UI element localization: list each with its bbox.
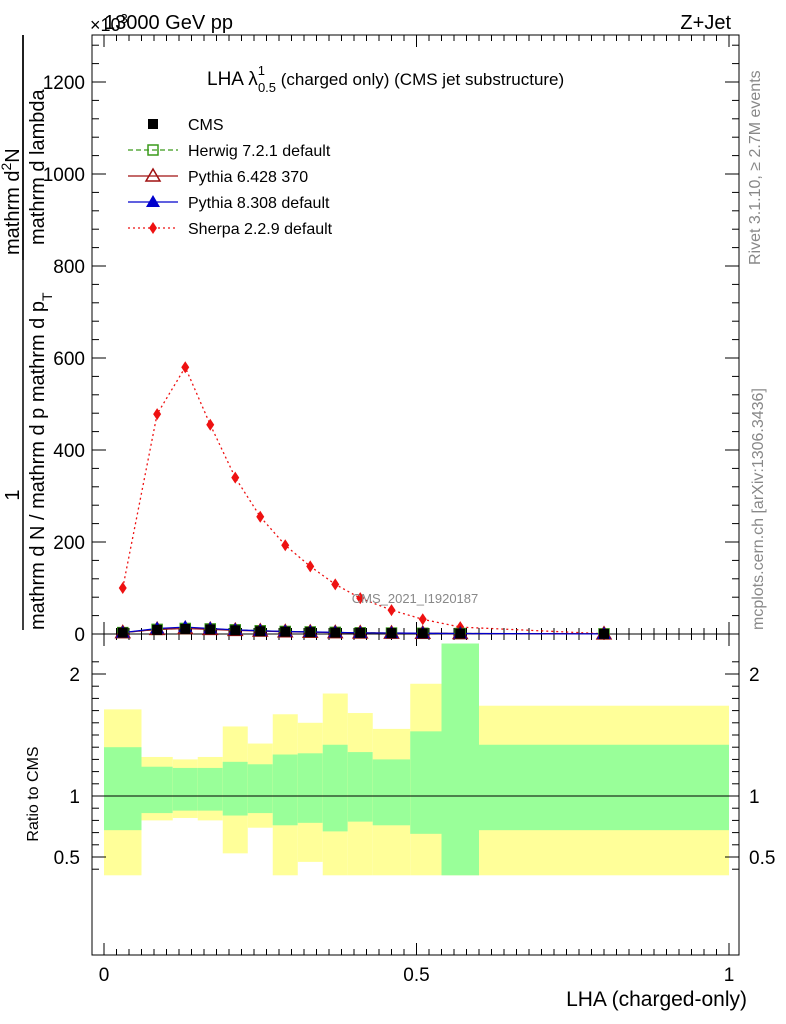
y-tick-label: 600 bbox=[53, 349, 85, 370]
ratio-y-tick-label-right: 0.5 bbox=[749, 848, 775, 869]
data-point bbox=[305, 627, 316, 638]
y-axis-label: 1 mathrm d N / mathrm d p mathrm d pT ma… bbox=[0, 35, 55, 630]
data-point bbox=[256, 510, 265, 523]
data-point bbox=[152, 624, 163, 635]
y-tick-label: 1000 bbox=[43, 165, 85, 186]
data-point bbox=[117, 627, 128, 638]
ratio-band-green bbox=[104, 747, 142, 831]
data-point bbox=[356, 592, 365, 605]
ratio-panel-frame bbox=[91, 633, 740, 956]
ratio-band-green bbox=[297, 753, 323, 823]
data-point bbox=[418, 613, 427, 626]
ratio-band-green bbox=[347, 752, 373, 822]
plot-title-suffix: (charged only) (CMS jet substructure) bbox=[276, 70, 564, 89]
ratio-y-tick-label: 2 bbox=[69, 665, 80, 686]
data-point bbox=[231, 471, 240, 484]
data-point bbox=[387, 604, 396, 617]
legend-label: Pythia 6.428 370 bbox=[188, 169, 308, 186]
data-point bbox=[206, 418, 215, 431]
plot-title-prefix: LHA λ bbox=[207, 69, 258, 90]
data-point bbox=[280, 626, 291, 637]
data-point bbox=[118, 582, 127, 594]
y-tick-label: 800 bbox=[53, 257, 85, 278]
y-tick-label: 0 bbox=[74, 625, 85, 646]
data-point bbox=[355, 627, 366, 638]
exponent-power: 3 bbox=[121, 11, 128, 26]
data-point bbox=[455, 628, 466, 639]
legend-marker bbox=[144, 167, 162, 182]
legend-marker bbox=[147, 144, 159, 156]
ratio-y-label: Ratio to CMS bbox=[25, 746, 42, 841]
plot-title-sup: 1 bbox=[258, 63, 265, 78]
y-tick-label: 400 bbox=[53, 441, 85, 462]
ratio-band-green bbox=[197, 767, 223, 811]
x-tick-label: 1 bbox=[724, 965, 735, 986]
data-point bbox=[205, 624, 216, 635]
ratio-band-green bbox=[372, 759, 411, 826]
data-point bbox=[281, 539, 290, 552]
data-point bbox=[230, 625, 241, 636]
legend: CMS Herwig 7.2.1 default Pythia 6.428 370 P… bbox=[128, 117, 333, 238]
axis-ticks: 0 0.5 1 0 200 400 600 800 1000 1200 0.5 0.5 1 1 2 2 bbox=[43, 35, 775, 986]
legend-label: CMS bbox=[188, 117, 224, 134]
ratio-bands bbox=[104, 643, 729, 876]
data-point bbox=[153, 408, 162, 421]
legend-marker bbox=[149, 222, 157, 234]
ratio-band-green bbox=[441, 643, 479, 876]
ratio-band-green bbox=[479, 744, 729, 831]
energy-label: 13000 GeV pp bbox=[104, 12, 233, 34]
data-point bbox=[386, 628, 397, 639]
legend-label: Pythia 8.308 default bbox=[188, 195, 330, 212]
ratio-band-green bbox=[322, 744, 348, 832]
data-point bbox=[330, 627, 341, 638]
y-tick-label: 1200 bbox=[43, 73, 85, 94]
rivet-label: Rivet 3.1.10, ≥ 2.7M events bbox=[747, 70, 764, 265]
data-point bbox=[417, 628, 428, 639]
x-tick-label: 0.5 bbox=[403, 965, 429, 986]
series-markers bbox=[114, 361, 613, 640]
x-tick-label: 0 bbox=[99, 965, 110, 986]
y-label-denominator: mathrm d N / mathrm d p mathrm d pT bbox=[27, 292, 55, 630]
ratio-band-green bbox=[410, 731, 442, 834]
process-label: Z+Jet bbox=[680, 12, 731, 34]
series-line bbox=[122, 365, 605, 635]
ratio-band-green bbox=[247, 764, 273, 814]
ratio-y-tick-label-right: 2 bbox=[749, 665, 760, 686]
y-label-numerator: 1 bbox=[2, 489, 24, 500]
ratio-band-green bbox=[141, 766, 173, 814]
y-label-num2-sup: 2 bbox=[0, 163, 14, 171]
ratio-y-tick-label: 0.5 bbox=[54, 848, 80, 869]
y-label-denom2: mathrm d lambda bbox=[27, 89, 49, 245]
legend-label: Sherpa 2.2.9 default bbox=[188, 221, 333, 238]
data-point bbox=[331, 578, 340, 591]
plot-title-sub: 0.5 bbox=[258, 80, 276, 95]
data-point bbox=[181, 361, 190, 374]
legend-label: Herwig 7.2.1 default bbox=[188, 143, 331, 160]
y-label-denominator-sub: T bbox=[39, 292, 55, 301]
data-point bbox=[180, 623, 191, 634]
data-point bbox=[306, 560, 315, 573]
y-label-numerator2: mathrm d2N bbox=[0, 148, 24, 255]
ratio-y-tick-label-right: 1 bbox=[749, 787, 760, 808]
data-point bbox=[255, 626, 266, 637]
x-axis-label: LHA (charged-only) bbox=[566, 988, 747, 1011]
watermark: CMS_2021_I1920187 bbox=[352, 591, 479, 606]
exponent-label: ×103 bbox=[90, 11, 128, 35]
y-label-num2-text: mathrm d bbox=[2, 171, 24, 255]
data-point bbox=[599, 628, 609, 639]
legend-marker bbox=[146, 195, 160, 207]
y-tick-label: 200 bbox=[53, 533, 85, 554]
y-label-num2-rest: N bbox=[2, 148, 24, 162]
exponent-base: ×10 bbox=[90, 15, 121, 35]
y-label-denominator-text: mathrm d N / mathrm d p mathrm d p bbox=[27, 301, 49, 630]
ratio-y-tick-label: 1 bbox=[69, 787, 80, 808]
plot-title: LHA λ1 0.5 (charged only) (CMS jet substr… bbox=[207, 63, 564, 95]
legend-marker bbox=[148, 119, 158, 129]
ratio-band-green bbox=[272, 754, 298, 826]
mcplots-label: mcplots.cern.ch [arXiv:1306.3436] bbox=[750, 388, 767, 630]
ratio-band-green bbox=[222, 761, 248, 816]
ratio-band-green bbox=[172, 767, 198, 811]
